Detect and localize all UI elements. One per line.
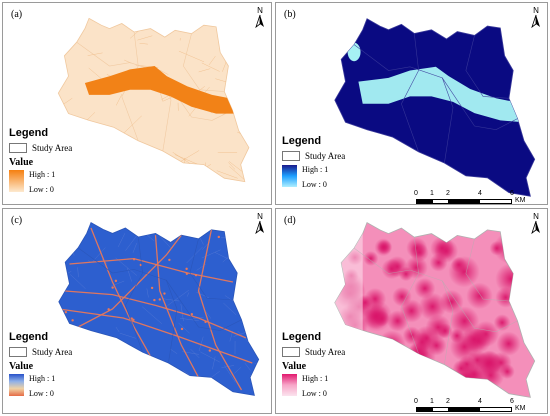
north-arrow-icon: N bbox=[529, 6, 543, 29]
scale-tick-label: 6 bbox=[510, 398, 514, 405]
scale-tick-label: 2 bbox=[446, 398, 450, 405]
legend-high-label: High : 1 bbox=[29, 170, 56, 179]
legend-low-label: Low : 0 bbox=[302, 180, 327, 189]
north-arrow-icon: N bbox=[529, 212, 543, 235]
scale-tick-label: 0 bbox=[414, 398, 418, 405]
map-panel-b: (b) N Legend Study Area High : 1 Low : 0… bbox=[275, 2, 548, 205]
study-area-label: Study Area bbox=[32, 347, 73, 357]
legend-value-title: Value bbox=[9, 157, 34, 168]
scale-tick-label: 0 bbox=[414, 190, 418, 197]
study-area-swatch bbox=[9, 347, 27, 357]
study-area-label: Study Area bbox=[32, 143, 73, 153]
legend-high-label: High : 1 bbox=[302, 165, 329, 174]
color-ramp-swatch bbox=[282, 374, 297, 396]
map-panel-c: (c) N Legend Study Area Value High : 1 L… bbox=[2, 208, 272, 414]
study-area-label: Study Area bbox=[305, 151, 346, 161]
legend-value-title: Value bbox=[282, 361, 307, 372]
study-area-swatch bbox=[282, 151, 300, 161]
legend-ramp: High : 1 Low : 0 bbox=[282, 165, 345, 189]
legend-ramp: High : 1 Low : 0 bbox=[9, 374, 72, 398]
color-ramp-swatch bbox=[9, 170, 24, 192]
color-ramp-swatch bbox=[9, 374, 24, 396]
scale-unit-label: KM bbox=[515, 197, 526, 204]
legend-high-label: High : 1 bbox=[29, 374, 56, 383]
north-label: N bbox=[257, 212, 263, 221]
legend-low-label: Low : 0 bbox=[302, 389, 327, 398]
map-canvas-c bbox=[58, 222, 260, 396]
scale-unit-label: KM bbox=[515, 405, 526, 412]
legend-a: Legend Study Area Value High : 1 Low : 0 bbox=[9, 127, 72, 194]
scale-tick-label: 1 bbox=[430, 398, 434, 405]
panel-label-a: (a) bbox=[11, 9, 23, 20]
legend-study-area-row: Study Area bbox=[9, 143, 72, 153]
legend-ramp: High : 1 Low : 0 bbox=[282, 374, 345, 398]
scale-tick-label: 4 bbox=[478, 398, 482, 405]
legend-high-label: High : 1 bbox=[302, 374, 329, 383]
legend-ramp: High : 1 Low : 0 bbox=[9, 170, 72, 194]
legend-title: Legend bbox=[282, 135, 322, 147]
map-canvas-b bbox=[334, 18, 536, 197]
scale-tick-label: 4 bbox=[478, 190, 482, 197]
scale-tick-label: 2 bbox=[446, 190, 450, 197]
legend-value-title: Value bbox=[9, 361, 34, 372]
color-ramp-swatch bbox=[282, 165, 297, 187]
map-panel-d: (d) N Legend Study Area Value High : 1 L… bbox=[275, 208, 548, 414]
legend-c: Legend Study Area Value High : 1 Low : 0 bbox=[9, 331, 72, 398]
scale-bar: 0 1 2 4 6 KM bbox=[414, 398, 547, 413]
legend-study-area-row: Study Area bbox=[282, 151, 345, 161]
legend-title: Legend bbox=[9, 331, 49, 343]
study-area-swatch bbox=[9, 143, 27, 153]
legend-d: Legend Study Area Value High : 1 Low : 0 bbox=[282, 331, 345, 398]
study-area-swatch bbox=[282, 347, 300, 357]
panel-label-b: (b) bbox=[284, 9, 296, 20]
north-label: N bbox=[533, 212, 539, 221]
north-label: N bbox=[257, 6, 263, 15]
map-panel-a: (a) N Legend Study Area Value High : 1 L… bbox=[2, 2, 272, 205]
legend-low-label: Low : 0 bbox=[29, 389, 54, 398]
legend-low-label: Low : 0 bbox=[29, 185, 54, 194]
study-area-label: Study Area bbox=[305, 347, 346, 357]
panel-label-d: (d) bbox=[284, 215, 296, 226]
scale-tick-label: 6 bbox=[510, 190, 514, 197]
north-arrow-icon: N bbox=[253, 6, 267, 29]
legend-title: Legend bbox=[282, 331, 322, 343]
north-label: N bbox=[533, 6, 539, 15]
scale-bar: 0 1 2 4 6 KM bbox=[414, 190, 547, 204]
map-canvas-d bbox=[334, 222, 536, 398]
legend-study-area-row: Study Area bbox=[9, 347, 72, 357]
scale-tick-label: 1 bbox=[430, 190, 434, 197]
legend-b: Legend Study Area High : 1 Low : 0 bbox=[282, 135, 345, 189]
north-arrow-icon: N bbox=[253, 212, 267, 235]
panel-label-c: (c) bbox=[11, 215, 23, 226]
legend-study-area-row: Study Area bbox=[282, 347, 345, 357]
legend-title: Legend bbox=[9, 127, 49, 139]
map-canvas-a bbox=[57, 17, 250, 183]
